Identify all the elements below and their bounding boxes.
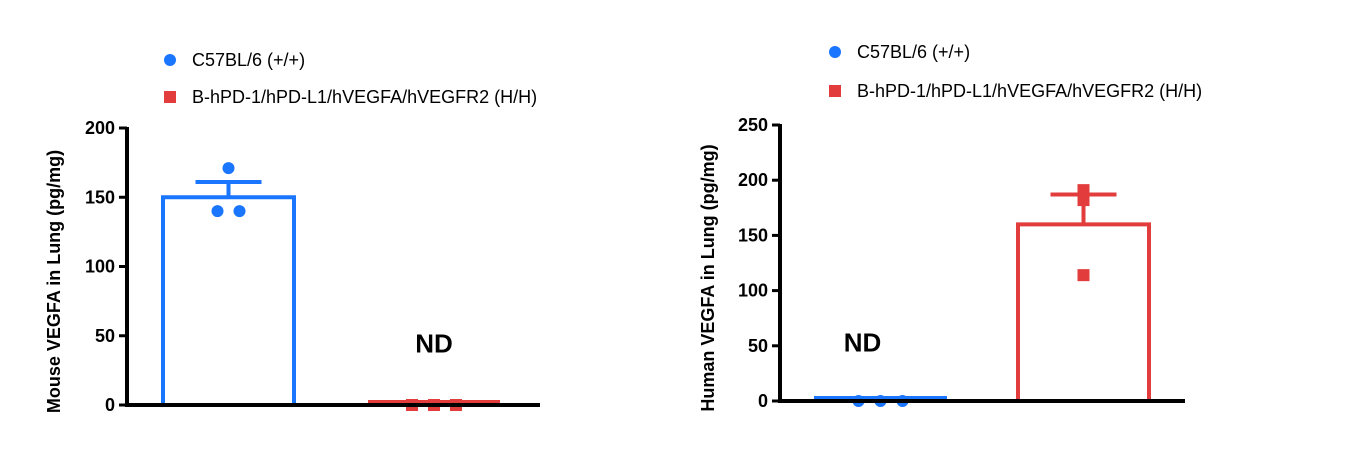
y-tick-label: 250	[738, 115, 768, 135]
y-axis-label: Human VEGFA in Lung (pg/mg)	[698, 144, 718, 411]
data-point	[222, 162, 235, 175]
data-point	[1077, 194, 1090, 207]
y-tick-label: 0	[758, 391, 768, 411]
y-tick-label: 50	[748, 336, 768, 356]
chart-2: C57BL/6 (+/+) B-hPD-1/hPD-L1/hVEGFA/hVEGF…	[698, 42, 1202, 412]
legend-circle-marker	[829, 46, 841, 58]
y-tick-label: 150	[85, 187, 115, 207]
y-tick-label: 50	[95, 326, 115, 346]
legend-label: B-hPD-1/hPD-L1/hVEGFA/hVEGFR2 (H/H)	[192, 87, 537, 107]
y-tick-label: 0	[105, 395, 115, 415]
y-tick-label: 100	[738, 281, 768, 301]
legend-label: C57BL/6 (+/+)	[192, 50, 305, 70]
legend-square-marker	[829, 85, 841, 97]
chart-1: C57BL/6 (+/+) B-hPD-1/hPD-L1/hVEGFA/hVEGF…	[44, 50, 540, 415]
legend-square-marker	[164, 91, 176, 103]
y-tick-label: 150	[738, 225, 768, 245]
bar	[1016, 222, 1151, 401]
data-point	[233, 205, 246, 218]
legend-circle-marker	[164, 54, 176, 66]
y-tick-label: 200	[738, 170, 768, 190]
y-tick-label: 100	[85, 257, 115, 277]
y-axis-label: Mouse VEGFA in Lung (pg/mg)	[44, 150, 64, 413]
nd-annotation: ND	[844, 327, 882, 357]
bar	[161, 195, 296, 405]
legend-label: B-hPD-1/hPD-L1/hVEGFA/hVEGFR2 (H/H)	[857, 81, 1202, 101]
data-point	[1077, 184, 1090, 197]
data-point	[211, 205, 224, 218]
nd-annotation: ND	[415, 328, 453, 358]
data-point	[1077, 269, 1090, 282]
legend-label: C57BL/6 (+/+)	[857, 42, 970, 62]
y-tick-label: 200	[85, 118, 115, 138]
